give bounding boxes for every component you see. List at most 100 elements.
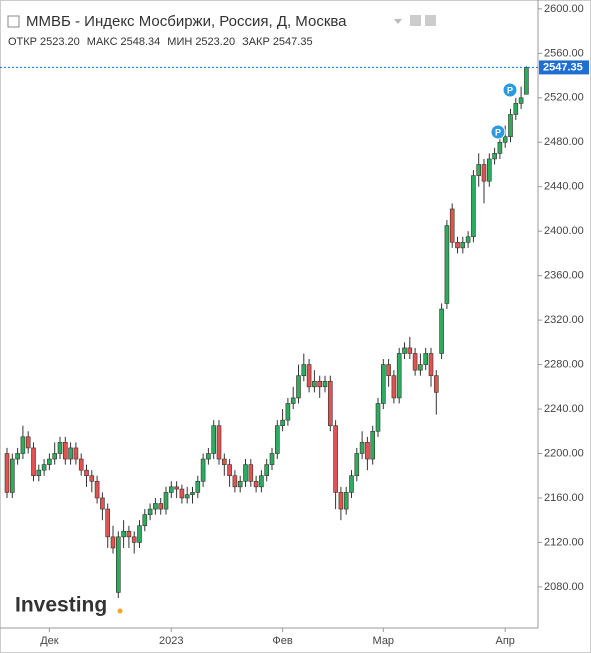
candle-body xyxy=(142,514,148,527)
x-tick-label: Апр xyxy=(495,635,514,647)
candle-body xyxy=(343,492,349,510)
candle-body xyxy=(137,525,142,543)
candle-body xyxy=(513,103,519,115)
candle-body xyxy=(15,453,20,460)
y-tick-label: 2160.00 xyxy=(544,492,584,504)
candle-body xyxy=(216,425,222,460)
candle-body xyxy=(274,425,280,454)
settings-icon[interactable] xyxy=(410,15,421,26)
candle-body xyxy=(110,536,116,549)
candle-body xyxy=(365,442,370,460)
candle-body xyxy=(4,453,10,493)
candle-body xyxy=(10,458,15,493)
ohlc-label: ЗАКР xyxy=(242,36,270,48)
candle-body xyxy=(423,353,429,365)
dropdown-icon[interactable] xyxy=(394,19,402,24)
candle-body xyxy=(312,380,317,388)
candle-body xyxy=(327,380,333,427)
y-tick-label: 2440.00 xyxy=(544,181,584,193)
candle-body xyxy=(243,464,248,482)
candle-body xyxy=(428,353,434,376)
candle-body xyxy=(116,536,121,593)
candle-body xyxy=(31,447,36,477)
candle-body xyxy=(169,486,174,493)
candle-body xyxy=(502,136,508,143)
candle-body xyxy=(121,530,126,538)
candle-body xyxy=(179,488,185,499)
candle-body xyxy=(163,492,169,510)
candle-body xyxy=(380,364,386,404)
candle-body xyxy=(455,242,460,249)
x-tick-label: Дек xyxy=(40,635,59,647)
candle-body xyxy=(184,494,190,499)
candle-body xyxy=(52,453,58,460)
candle-body xyxy=(227,464,232,477)
candle-body xyxy=(158,503,163,510)
candle-body xyxy=(402,347,407,354)
candle-body xyxy=(460,242,466,249)
candle-body xyxy=(444,225,450,304)
candle-body xyxy=(306,364,312,388)
candle-body xyxy=(317,380,323,388)
candle-body xyxy=(471,175,476,238)
candle-body xyxy=(486,158,492,182)
candle-body xyxy=(396,353,402,399)
y-tick-label: 2520.00 xyxy=(544,92,584,104)
x-tick-label: Фев xyxy=(272,635,292,647)
candle-body xyxy=(259,475,264,488)
y-tick-label: 2280.00 xyxy=(544,358,584,370)
y-tick-label: 2200.00 xyxy=(544,447,584,459)
candle-body xyxy=(375,403,381,432)
y-tick-label: 2600.00 xyxy=(544,3,584,15)
last-price-label: 2547.35 xyxy=(543,61,583,73)
candle-body xyxy=(386,364,391,376)
candle-body xyxy=(264,464,270,477)
ohlc-label: ОТКР xyxy=(8,36,37,48)
candle-body xyxy=(269,453,275,465)
candle-body xyxy=(248,464,254,482)
y-tick-label: 2360.00 xyxy=(544,270,584,282)
candle-body xyxy=(147,508,153,515)
chart-title: ММВБ - Индекс Мосбиржи, Россия, Д, Москв… xyxy=(26,13,347,30)
watermark-dot xyxy=(117,608,123,614)
y-tick-label: 2080.00 xyxy=(544,581,584,593)
candle-body xyxy=(391,375,397,399)
candle-body xyxy=(190,492,195,495)
candle-body xyxy=(174,486,179,490)
candle-body xyxy=(153,503,158,510)
candle-body xyxy=(370,430,376,460)
candle-body xyxy=(73,447,79,460)
event-marker xyxy=(490,124,506,140)
candle-body xyxy=(296,375,301,399)
candle-body xyxy=(222,458,227,465)
candle-body xyxy=(354,453,360,477)
y-tick-label: 2560.00 xyxy=(544,47,584,59)
last-price-tag xyxy=(539,60,589,75)
candle-body xyxy=(94,480,100,499)
ohlc-value: 2523.20 xyxy=(40,36,80,48)
candle-body xyxy=(131,536,137,543)
ohlc-label: МАКС xyxy=(87,36,118,48)
candle-body xyxy=(407,347,413,354)
candle-body xyxy=(62,442,68,460)
candle-body xyxy=(449,208,455,243)
candle-body xyxy=(206,453,211,460)
candle-body xyxy=(492,153,497,160)
x-tick-label: Мар xyxy=(373,635,395,647)
y-tick-label: 2480.00 xyxy=(544,136,584,148)
candle-body xyxy=(359,442,365,454)
candle-body xyxy=(20,436,26,454)
candle-body xyxy=(105,508,110,538)
event-marker xyxy=(502,82,518,98)
close-icon[interactable] xyxy=(425,15,436,26)
candle-body xyxy=(418,364,423,371)
candle-body xyxy=(465,236,471,243)
candle-body xyxy=(232,475,238,488)
candle-body xyxy=(439,308,444,354)
candle-body xyxy=(497,141,503,154)
candle-body xyxy=(47,458,52,465)
candle-body xyxy=(518,97,524,104)
collapse-icon[interactable] xyxy=(7,15,20,28)
